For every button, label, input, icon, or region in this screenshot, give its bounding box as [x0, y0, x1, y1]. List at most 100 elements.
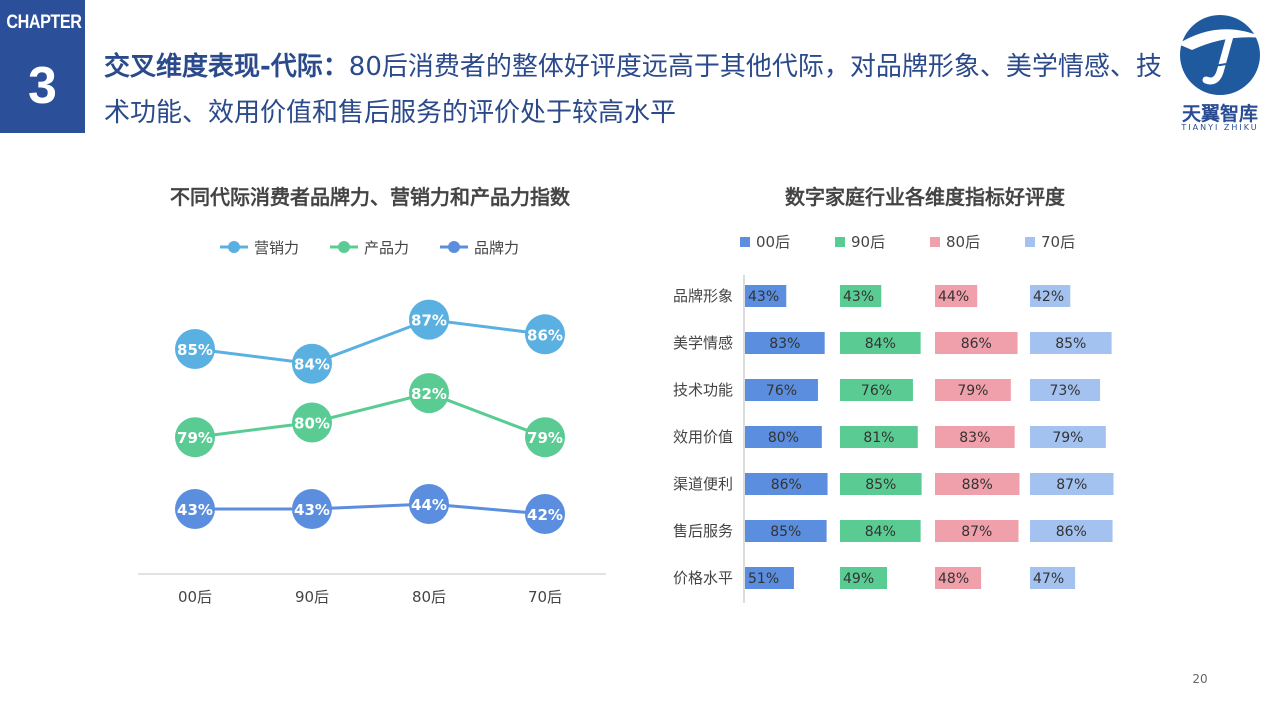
bar-70后 [1030, 285, 1071, 307]
data-label: 84% [294, 356, 330, 374]
bar-90后 [840, 567, 888, 589]
bar-value-label: 83% [959, 430, 990, 446]
legend-label-70后: 70后 [1041, 233, 1075, 251]
data-label: 80% [294, 415, 330, 433]
bar-value-label: 43% [748, 289, 779, 305]
series-line-品牌力 [195, 502, 546, 516]
data-point-品牌力 [409, 484, 449, 524]
data-label: 44% [411, 496, 447, 514]
bar-value-label: 88% [962, 477, 993, 493]
bar-80后 [935, 473, 1020, 495]
bar-80后 [935, 285, 978, 307]
data-point-品牌力 [175, 489, 215, 529]
legend-label-产品力: 产品力 [364, 239, 409, 257]
bar-value-label: 80% [768, 430, 799, 446]
bar-value-label: 51% [748, 571, 779, 587]
bar-00后 [745, 567, 794, 589]
data-point-产品力 [409, 373, 449, 414]
data-point-营销力 [175, 329, 215, 369]
x-tick-label: 00后 [178, 588, 212, 606]
bar-80后 [935, 426, 1015, 448]
data-label: 79% [527, 429, 563, 447]
page-number: 20 [1192, 672, 1208, 686]
page-title-body: 80后消费者的整体好评度远高于其他代际，对品牌形象、美学情感、技术功能、效用价值… [104, 52, 1162, 128]
bar-70后 [1030, 426, 1106, 448]
data-label: 43% [294, 501, 330, 519]
data-point-品牌力 [292, 489, 332, 529]
legend-label-80后: 80后 [946, 233, 980, 251]
data-point-产品力 [292, 402, 332, 443]
logo-subtitle: TIANYI ZHIKU [1181, 123, 1259, 132]
bar-90后 [840, 426, 918, 448]
series-line-产品力 [194, 391, 546, 439]
category-label: 渠道便利 [673, 475, 733, 493]
legend-label-营销力: 营销力 [254, 239, 299, 257]
legend-label-品牌力: 品牌力 [474, 239, 519, 257]
bar-00后 [745, 285, 787, 307]
category-label: 效用价值 [673, 428, 733, 446]
bar-value-label: 76% [766, 383, 797, 399]
legend-swatch-80后 [930, 237, 940, 247]
category-label: 美学情感 [673, 334, 733, 352]
series-line-营销力 [194, 318, 546, 366]
data-label: 87% [411, 312, 447, 330]
legend-label-00后: 00后 [756, 233, 790, 251]
data-label: 43% [177, 501, 213, 519]
bar-80后 [935, 379, 1011, 401]
bar-80后 [935, 332, 1018, 354]
chapter-number: 3 [28, 57, 57, 115]
bar-80后 [935, 567, 982, 589]
bar-value-label: 43% [843, 289, 874, 305]
bar-value-label: 87% [1056, 477, 1087, 493]
bar-value-label: 79% [957, 383, 988, 399]
category-label: 品牌形象 [673, 287, 733, 305]
bar-70后 [1030, 332, 1112, 354]
bar-value-label: 44% [938, 289, 969, 305]
bar-value-label: 81% [863, 430, 894, 446]
data-label: 85% [177, 341, 213, 359]
chapter-badge: CHAPTER 3 [0, 0, 85, 133]
bar-00后 [745, 379, 818, 401]
bar-value-label: 87% [961, 524, 992, 540]
data-point-营销力 [292, 343, 332, 384]
data-point-品牌力 [525, 494, 565, 534]
bar-value-label: 73% [1049, 383, 1080, 399]
bar-value-label: 79% [1052, 430, 1083, 446]
legend-marker-营销力 [228, 241, 240, 253]
legend-swatch-70后 [1025, 237, 1035, 247]
category-label: 价格水平 [673, 569, 733, 587]
bar-90后 [840, 332, 921, 354]
bar-70后 [1030, 520, 1113, 542]
bar-00后 [745, 426, 822, 448]
line-chart: 营销力 产品力 品牌力 00后 90后 80后 70后 85% 84% 87% 86% 79% 80% 8… [138, 239, 606, 606]
data-point-营销力 [409, 299, 449, 340]
bar-value-label: 85% [1055, 336, 1086, 352]
bar-value-label: 83% [769, 336, 800, 352]
data-label: 86% [527, 326, 563, 344]
bar-00后 [745, 332, 825, 354]
x-tick-label: 80后 [412, 588, 446, 606]
bar-00后 [745, 520, 827, 542]
legend-marker-品牌力 [448, 241, 460, 253]
x-tick-label: 70后 [528, 588, 562, 606]
bar-value-label: 84% [865, 336, 896, 352]
legend-swatch-00后 [740, 237, 750, 247]
page-title-lead: 交叉维度表现-代际： [104, 52, 349, 82]
logo-name: 天翼智库 [1181, 103, 1258, 125]
bar-value-label: 85% [865, 477, 896, 493]
bar-00后 [745, 473, 828, 495]
bar-value-label: 76% [861, 383, 892, 399]
data-label: 42% [527, 506, 563, 524]
bar-value-label: 42% [1033, 289, 1064, 305]
bar-value-label: 84% [865, 524, 896, 540]
data-point-营销力 [525, 314, 565, 355]
bar-value-label: 86% [1056, 524, 1087, 540]
bar-value-label: 48% [938, 571, 969, 587]
x-tick-label: 90后 [295, 588, 329, 606]
legend-label-90后: 90后 [851, 233, 885, 251]
bar-90后 [840, 520, 921, 542]
bar-chart: 00后 90后 80后 70后品牌形象美学情感技术功能效用价值渠道便利售后服务价格水平… [673, 233, 1114, 603]
bar-value-label: 85% [770, 524, 801, 540]
category-label: 技术功能 [673, 381, 733, 399]
data-label: 79% [177, 429, 213, 447]
